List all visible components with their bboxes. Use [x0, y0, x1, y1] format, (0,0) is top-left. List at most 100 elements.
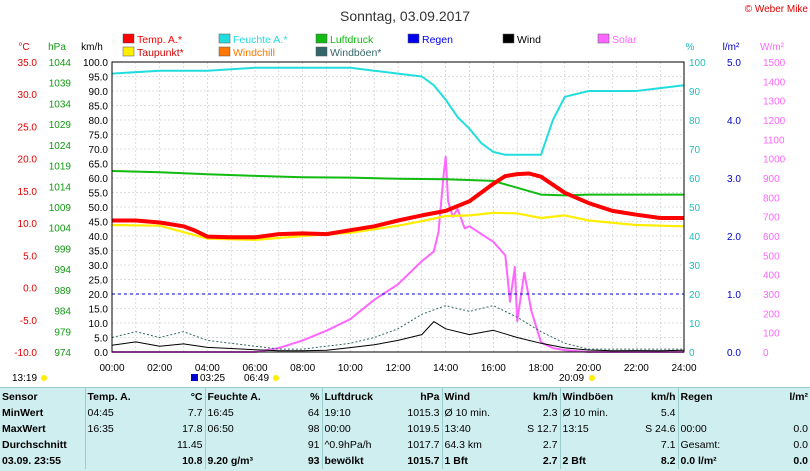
temp-tick-label: 0.0 — [23, 284, 37, 295]
stats-cell: S 12.7 — [527, 423, 558, 435]
tick-labels: 35.0 30.0 25.0 20.0 15.0 10.0 5.0 0.0 -5.0 -10.0 1… — [14, 58, 785, 374]
stats-cell: Wind — [441, 388, 510, 405]
time-tick-label: 08:00 — [290, 363, 315, 374]
time-tick-label: 20:00 — [576, 363, 601, 374]
wind-tick-label: 40.0 — [89, 232, 109, 243]
humidity-tick-label: 30 — [689, 261, 701, 272]
humidity-tick-label: 100 — [689, 58, 706, 69]
stats-cell: 11.45 — [177, 439, 203, 451]
legend-label: Wind — [517, 34, 541, 46]
legend-label: Luftdruck — [330, 34, 374, 46]
solar-tick-label: 1200 — [763, 116, 786, 127]
stats-cell: 17.8 — [182, 423, 203, 435]
wind-tick-label: 55.0 — [89, 189, 109, 200]
rain-tick-label: 0.0 — [727, 348, 741, 359]
humidity-axis-unit: % — [686, 42, 695, 53]
solar-tick-label: 700 — [763, 213, 780, 224]
legend-swatch — [502, 33, 515, 44]
stats-cell: l/m² — [789, 390, 808, 403]
stats-cell: 1017.7 — [407, 439, 440, 451]
stats-cell: 13:15 — [559, 421, 628, 437]
stats-cell: 16:45 — [204, 405, 275, 421]
pressure-tick-label: 999 — [54, 244, 71, 255]
stats-cell: Luftdruck — [321, 388, 394, 405]
solar-tick-label: 0 — [763, 348, 769, 359]
stats-cell: hPa — [420, 390, 440, 403]
time-tick-label: 04:00 — [195, 363, 220, 374]
wind-tick-label: 35.0 — [89, 247, 109, 258]
wind-tick-label: 95.0 — [89, 73, 109, 84]
legend-swatch — [315, 46, 328, 57]
stats-cell: 1019.5 — [407, 423, 440, 435]
solar-tick-label: 1000 — [763, 155, 786, 166]
legend-swatch — [218, 33, 231, 44]
pressure-tick-label: 1014 — [49, 182, 72, 193]
stats-cell — [204, 437, 275, 453]
stats-cell: 2.3 — [542, 407, 558, 419]
stats-cell: Regen — [677, 388, 752, 405]
rain-tick-label: 4.0 — [727, 116, 741, 127]
stats-cell — [559, 437, 628, 453]
wind-tick-label: 60.0 — [89, 174, 109, 185]
legend-swatch — [218, 46, 231, 57]
stats-cell: 0.0 — [793, 439, 808, 451]
sun-icon — [41, 375, 47, 381]
wind-tick-label: 65.0 — [89, 160, 109, 171]
time-tick-label: 10:00 — [338, 363, 363, 374]
stats-row: Durchschnitt 11.45 91 ^0.9hPa/h 1017.7 64.3 k… — [0, 437, 810, 453]
series-luftdruck — [111, 170, 684, 197]
stats-cell: Durchschnitt — [2, 439, 67, 451]
credit-label: © Weber Mike — [745, 4, 809, 15]
wind-tick-label: 70.0 — [89, 145, 109, 156]
stats-cell: Feuchte A. — [204, 388, 275, 405]
stats-cell: 8.2 — [660, 455, 676, 467]
time-tick-label: 22:00 — [624, 363, 649, 374]
stats-cell: % — [310, 390, 320, 403]
stats-cell: 64 — [307, 407, 320, 419]
stats-row: MinWert 04:45 7.7 16:45 64 19:10 1015.3 Ø 10 mi… — [0, 405, 810, 421]
stats-cell — [84, 437, 145, 453]
pressure-tick-label: 1024 — [49, 141, 72, 152]
sunset-time-label: 20:09 — [559, 373, 584, 384]
sunrise-time-label: 06:49 — [244, 373, 269, 384]
stats-cell: 7.1 — [660, 439, 676, 451]
pressure-tick-label: 1044 — [49, 58, 72, 69]
stats-cell — [677, 405, 752, 421]
humidity-tick-label: 0 — [689, 348, 695, 359]
moon-time-label: 03:25 — [200, 373, 225, 384]
legend-swatch — [597, 33, 610, 44]
stats-cell: 16:35 — [84, 421, 145, 437]
stats-cell: 64.3 km — [441, 437, 510, 453]
stats-cell: km/h — [650, 390, 676, 403]
pressure-tick-label: 989 — [54, 286, 71, 297]
sun-icon — [589, 375, 595, 381]
pressure-tick-label: 1019 — [49, 162, 72, 173]
humidity-tick-label: 10 — [689, 319, 701, 330]
stats-cell: °C — [190, 390, 203, 403]
solar-tick-label: 1300 — [763, 97, 786, 108]
wind-tick-label: 0.0 — [94, 348, 108, 359]
wind-tick-label: 5.0 — [94, 334, 108, 345]
stats-cell: Windböen — [559, 388, 628, 405]
humidity-tick-label: 20 — [689, 290, 701, 301]
humidity-tick-label: 90 — [689, 87, 701, 98]
wind-tick-label: 90.0 — [89, 87, 109, 98]
stats-cell: S 24.6 — [645, 423, 676, 435]
stats-cell: 00:00 — [321, 421, 394, 437]
series-wind — [111, 321, 685, 352]
wind-tick-label: 85.0 — [89, 102, 109, 113]
rain-tick-label: 5.0 — [727, 58, 741, 69]
pressure-axis-unit: hPa — [48, 42, 66, 53]
wind-tick-label: 10.0 — [89, 319, 109, 330]
stats-cell: 0.0 l/m² — [677, 453, 752, 469]
solar-tick-label: 100 — [763, 329, 780, 340]
humidity-tick-label: 80 — [689, 116, 701, 127]
pressure-tick-label: 994 — [54, 265, 71, 276]
stats-cell: MaxWert — [2, 423, 46, 435]
stats-cell: 7.7 — [187, 407, 203, 419]
stats-cell: 93 — [307, 455, 320, 467]
legend-label: Windchill — [233, 47, 275, 59]
temp-tick-label: 10.0 — [18, 219, 38, 230]
stats-cell: 13:40 — [441, 421, 510, 437]
stats-cell: 1 Bft — [441, 453, 510, 469]
